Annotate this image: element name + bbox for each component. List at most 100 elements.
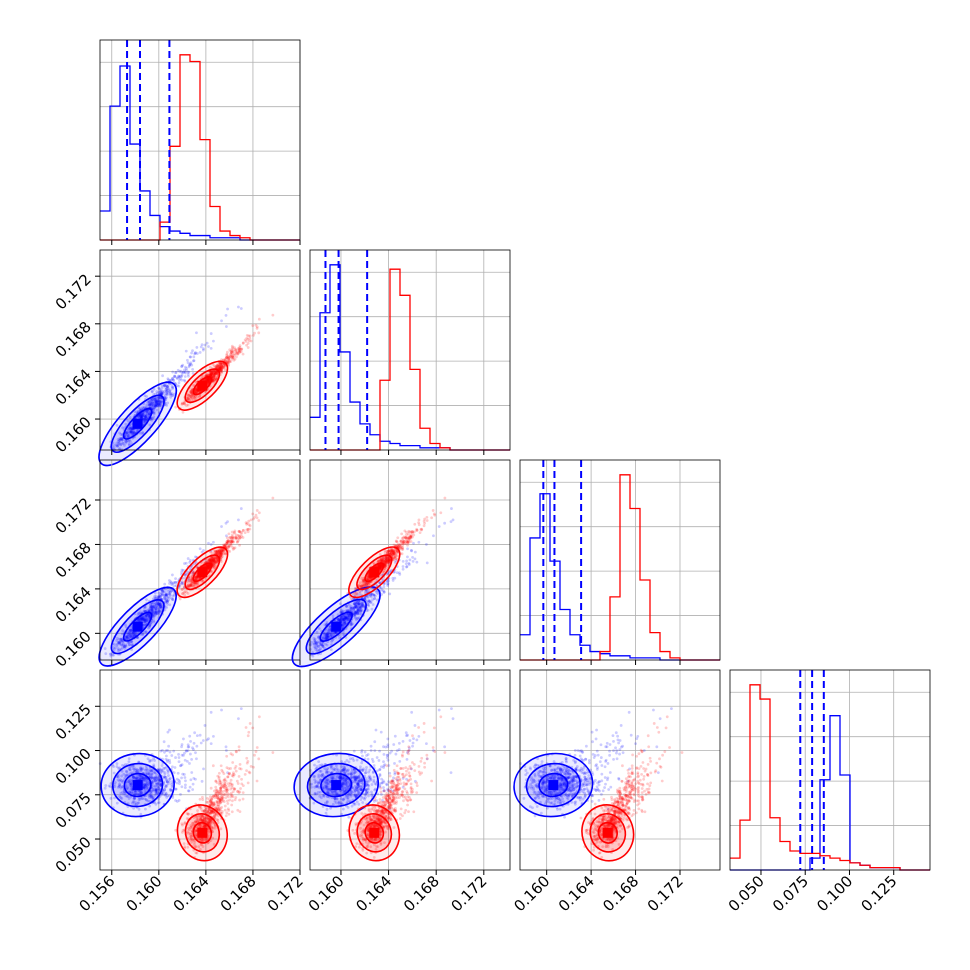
sample-point bbox=[194, 751, 197, 755]
sample-point bbox=[190, 351, 193, 355]
sample-point bbox=[141, 431, 145, 434]
sample-point bbox=[174, 799, 177, 802]
sample-point bbox=[170, 754, 174, 757]
sample-point bbox=[170, 378, 173, 382]
sample-point bbox=[145, 395, 149, 398]
sample-point bbox=[118, 440, 121, 444]
sample-point bbox=[118, 431, 122, 435]
y-tick-label: 0.168 bbox=[52, 318, 95, 361]
sample-point bbox=[243, 338, 247, 342]
sample-point bbox=[180, 776, 183, 780]
sample-point bbox=[128, 443, 131, 447]
sample-point bbox=[158, 404, 161, 408]
sample-point bbox=[120, 437, 124, 441]
sample-point bbox=[119, 437, 123, 440]
sample-point bbox=[160, 392, 164, 396]
sample-point bbox=[115, 444, 119, 448]
sample-point bbox=[124, 422, 128, 426]
sample-point bbox=[211, 370, 214, 374]
sample-point bbox=[148, 402, 152, 406]
sample-point bbox=[152, 404, 155, 407]
sample-point bbox=[157, 396, 161, 400]
sample-point bbox=[244, 339, 248, 343]
sample-point bbox=[254, 513, 258, 517]
sample-point bbox=[208, 371, 212, 375]
sample-point bbox=[209, 742, 213, 746]
sample-point bbox=[191, 782, 195, 786]
sample-point bbox=[237, 347, 241, 350]
sample-point bbox=[176, 368, 180, 372]
sample-point bbox=[186, 743, 190, 747]
sample-point bbox=[230, 344, 234, 348]
sample-point bbox=[181, 410, 185, 414]
sample-point bbox=[150, 404, 154, 408]
sample-point bbox=[234, 535, 238, 539]
sample-point bbox=[153, 406, 157, 410]
sample-point bbox=[234, 533, 238, 537]
y-tick-label: 0.164 bbox=[52, 583, 95, 626]
sample-point bbox=[226, 355, 230, 359]
sample-point bbox=[386, 584, 390, 587]
sample-point bbox=[243, 531, 247, 535]
sample-point bbox=[154, 404, 158, 408]
sample-point bbox=[154, 400, 158, 404]
sample-point bbox=[225, 356, 229, 360]
sample-point bbox=[126, 419, 130, 423]
sample-point bbox=[236, 347, 240, 351]
sample-point bbox=[237, 349, 241, 353]
sample-point bbox=[215, 365, 219, 368]
sample-point bbox=[219, 365, 223, 369]
sample-point bbox=[130, 427, 134, 430]
sample-point bbox=[220, 708, 223, 712]
sample-point bbox=[207, 377, 210, 381]
sample-point bbox=[147, 400, 151, 404]
sample-point bbox=[212, 369, 216, 373]
sample-point bbox=[164, 387, 168, 391]
sample-point bbox=[157, 390, 161, 394]
sample-point bbox=[218, 364, 222, 368]
sample-point bbox=[159, 400, 163, 404]
sample-point bbox=[165, 392, 168, 395]
sample-point bbox=[412, 541, 415, 545]
sample-point bbox=[188, 363, 192, 367]
sample-point bbox=[139, 414, 143, 418]
sample-point bbox=[218, 368, 222, 372]
density-peak-red bbox=[197, 567, 208, 578]
sample-point bbox=[233, 357, 237, 361]
panel-1-1 bbox=[309, 249, 511, 455]
sample-point bbox=[119, 432, 123, 436]
sample-point bbox=[255, 509, 259, 512]
sample-point bbox=[214, 372, 218, 376]
sample-point bbox=[143, 394, 147, 398]
sample-point bbox=[182, 378, 186, 382]
sample-point bbox=[218, 367, 222, 371]
sample-point bbox=[226, 520, 229, 524]
sample-point bbox=[172, 749, 176, 753]
sample-point bbox=[180, 371, 184, 375]
sample-point bbox=[212, 373, 216, 377]
sample-point bbox=[112, 445, 116, 449]
sample-point bbox=[397, 571, 401, 575]
sample-point bbox=[125, 431, 129, 435]
sample-point bbox=[205, 373, 209, 377]
sample-point bbox=[145, 403, 149, 407]
sample-point bbox=[201, 348, 205, 352]
sample-point bbox=[206, 379, 210, 383]
sample-point bbox=[160, 391, 164, 395]
y-tick-label: 0.168 bbox=[52, 539, 95, 582]
sample-point bbox=[179, 369, 183, 373]
sample-point bbox=[158, 396, 162, 399]
sample-point bbox=[126, 435, 130, 439]
sample-point bbox=[212, 372, 216, 376]
sample-point bbox=[128, 426, 132, 430]
sample-point bbox=[212, 375, 216, 379]
sample-point bbox=[116, 439, 120, 443]
sample-point bbox=[150, 400, 154, 404]
sample-point bbox=[236, 351, 239, 355]
sample-point bbox=[113, 443, 117, 447]
sample-point bbox=[188, 785, 192, 789]
sample-point bbox=[425, 519, 429, 522]
sample-point bbox=[177, 374, 180, 378]
sample-point bbox=[146, 401, 150, 404]
sample-point bbox=[157, 400, 161, 404]
